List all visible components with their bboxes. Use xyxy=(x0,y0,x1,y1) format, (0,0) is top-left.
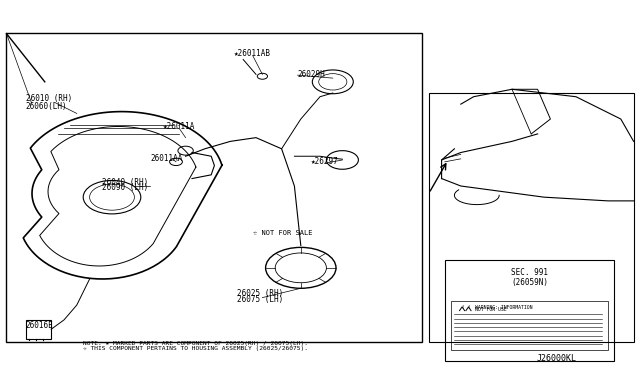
Text: 26010 (RH): 26010 (RH) xyxy=(26,94,72,103)
Text: 26025 (RH): 26025 (RH) xyxy=(237,289,283,298)
Bar xyxy=(6,33,422,342)
Text: SEC. 991
(26059N): SEC. 991 (26059N) xyxy=(511,268,548,287)
Text: NOTE: ★ MARKED PARTS ARE COMPONENT OF 26025(RH) / 26075(LH).
☆ THIS COMPONENT PE: NOTE: ★ MARKED PARTS ARE COMPONENT OF 26… xyxy=(83,340,308,352)
Text: 26060(LH): 26060(LH) xyxy=(26,102,67,110)
Text: !: ! xyxy=(467,305,470,310)
Text: 26011AA: 26011AA xyxy=(150,154,183,163)
Text: J26000KL: J26000KL xyxy=(537,354,577,363)
Text: 26075 (LH): 26075 (LH) xyxy=(237,295,283,304)
Text: ★26011A: ★26011A xyxy=(163,122,196,131)
Text: !: ! xyxy=(461,305,463,310)
Text: ☆ NOT FOR SALE: ☆ NOT FOR SALE xyxy=(253,230,312,235)
Text: ★26297: ★26297 xyxy=(310,157,338,166)
Text: WARNING: INFORMATION: WARNING: INFORMATION xyxy=(475,305,532,310)
Text: 26040 (RH): 26040 (RH) xyxy=(102,178,148,187)
Bar xyxy=(445,260,614,361)
Bar xyxy=(26,320,51,339)
Bar xyxy=(451,301,608,350)
Text: ★26011AB: ★26011AB xyxy=(234,49,271,58)
Text: 26016E: 26016E xyxy=(26,321,53,330)
Bar xyxy=(429,93,634,342)
Text: NOT FOR USE: NOT FOR USE xyxy=(475,307,506,312)
Text: 26090 (LH): 26090 (LH) xyxy=(102,183,148,192)
Text: 26029H: 26029H xyxy=(298,70,325,79)
